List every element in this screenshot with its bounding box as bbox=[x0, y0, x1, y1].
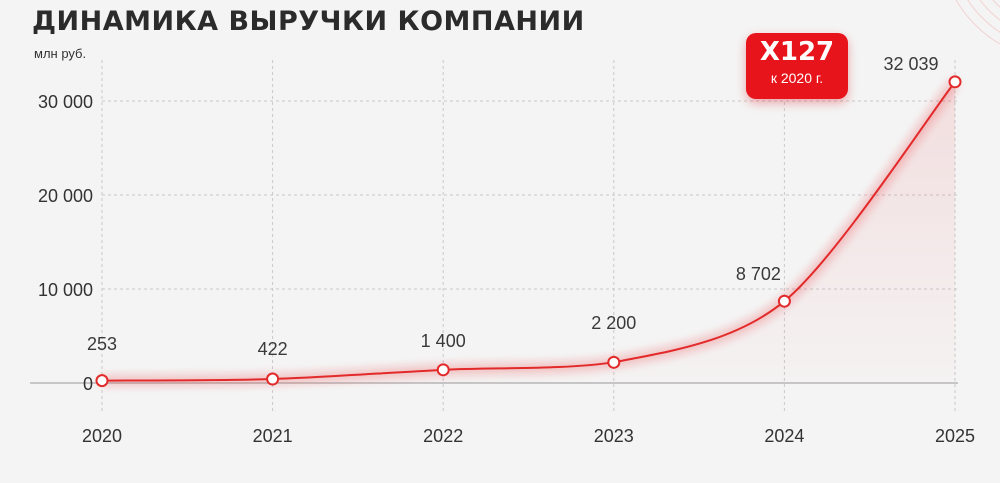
decor-ring bbox=[979, 0, 1000, 21]
data-points bbox=[95, 75, 962, 388]
growth-multiplier: X127 bbox=[759, 37, 835, 67]
y-tick-label: 0 bbox=[83, 374, 93, 394]
x-tick-label: 2021 bbox=[253, 426, 293, 446]
decor-ring bbox=[992, 0, 1000, 8]
x-tick-label: 2022 bbox=[423, 426, 463, 446]
y-tick-label: 10 000 bbox=[38, 280, 93, 300]
y-tick-label: 30 000 bbox=[38, 92, 93, 112]
x-axis-ticks: 2020 2021 2022 2023 2024 2025 bbox=[82, 426, 975, 446]
decor-ring bbox=[990, 0, 1000, 10]
area-fill bbox=[102, 81, 955, 383]
data-label: 1 400 bbox=[421, 331, 466, 351]
decor-ring bbox=[955, 0, 1000, 45]
series-area bbox=[102, 81, 955, 383]
x-tick-label: 2024 bbox=[764, 426, 804, 446]
data-point bbox=[777, 294, 791, 308]
data-label: 253 bbox=[87, 334, 117, 354]
data-point bbox=[95, 374, 109, 388]
x-tick-label: 2020 bbox=[82, 426, 122, 446]
decor-ring bbox=[980, 0, 1000, 20]
series-line-group bbox=[101, 79, 958, 385]
x-tick-label: 2025 bbox=[935, 426, 975, 446]
data-label: 8 702 bbox=[736, 264, 781, 284]
data-point bbox=[266, 372, 280, 386]
data-point bbox=[607, 355, 621, 369]
growth-caption: к 2020 г. bbox=[770, 70, 824, 86]
background-decor bbox=[955, 0, 1000, 45]
chart-title: ДИНАМИКА ВЫРУЧКИ КОМПАНИИ bbox=[32, 6, 585, 37]
y-axis-ticks: 0 10 000 20 000 30 000 bbox=[38, 92, 93, 394]
data-label: 422 bbox=[258, 339, 288, 359]
data-point bbox=[436, 363, 450, 377]
data-point bbox=[948, 75, 962, 89]
y-axis-unit-label: млн руб. bbox=[34, 46, 87, 61]
data-label: 32 039 bbox=[883, 54, 938, 74]
y-tick-label: 20 000 bbox=[38, 186, 93, 206]
x-tick-label: 2023 bbox=[594, 426, 634, 446]
series-line bbox=[101, 81, 956, 382]
growth-badge: X127 к 2020 г. bbox=[746, 33, 848, 99]
data-labels: 253 422 1 400 2 200 8 702 32 039 bbox=[87, 54, 939, 359]
data-label: 2 200 bbox=[591, 313, 636, 333]
